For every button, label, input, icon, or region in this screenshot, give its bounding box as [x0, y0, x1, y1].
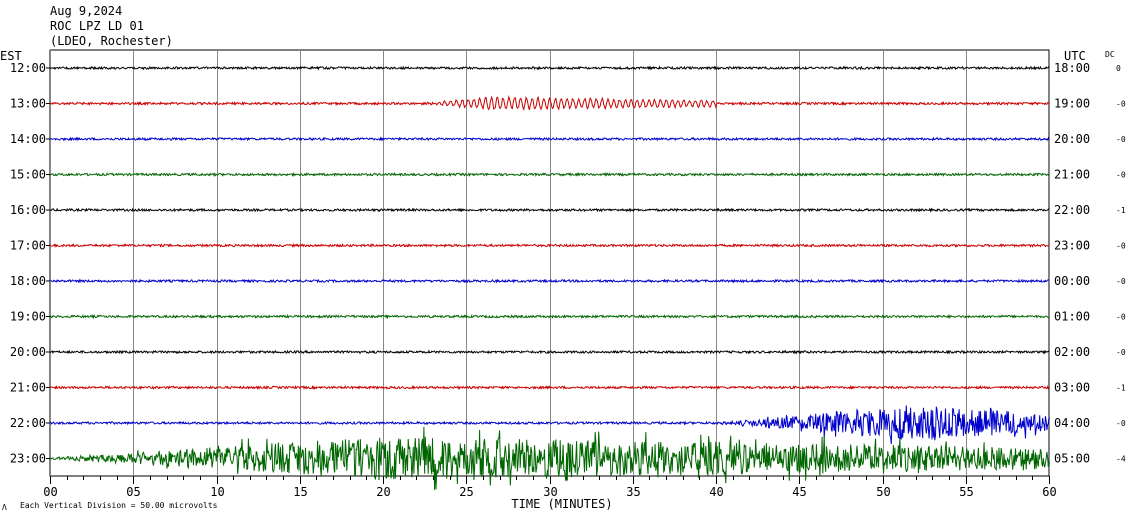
row-label-left: 21:00 [10, 381, 46, 395]
x-tick-label: 10 [210, 485, 224, 499]
x-tick-label: 60 [1042, 485, 1056, 499]
left-timezone-label: EST [0, 49, 22, 63]
seismic-trace [49, 278, 1050, 284]
row-label-left: 19:00 [10, 310, 46, 324]
x-tick-label: 15 [293, 485, 307, 499]
dc-offset-label: 0 [1116, 64, 1121, 73]
row-label-left: 13:00 [10, 97, 46, 111]
row-label-left: 20:00 [10, 345, 46, 359]
x-axis-label: TIME (MINUTES) [511, 497, 612, 511]
row-label-right: 18:00 [1054, 61, 1090, 75]
dc-offset-label: -0 [1116, 135, 1126, 144]
row-label-left: 15:00 [10, 168, 46, 182]
row-label-left: 18:00 [10, 274, 46, 288]
dc-offset-label: -1 [1116, 206, 1126, 215]
row-label-left: 23:00 [10, 452, 46, 466]
row-label-left: 14:00 [10, 132, 46, 146]
dc-offset-label: -0 [1116, 313, 1126, 322]
dc-offset-label: -0 [1116, 277, 1126, 286]
row-label-right: 21:00 [1054, 168, 1090, 182]
right-timezone-label: UTC [1064, 49, 1086, 63]
header-network: (LDEO, Rochester) [50, 34, 173, 48]
row-label-right: 04:00 [1054, 416, 1090, 430]
row-label-right: 02:00 [1054, 345, 1090, 359]
dc-offset-label: -0 [1116, 419, 1126, 428]
x-tick-label: 50 [876, 485, 890, 499]
row-label-right: 00:00 [1054, 274, 1090, 288]
x-tick-label: 20 [376, 485, 390, 499]
footer-marker: Λ [2, 503, 7, 512]
row-label-right: 22:00 [1054, 203, 1090, 217]
seismic-trace [49, 94, 1050, 111]
row-label-right: 20:00 [1054, 132, 1090, 146]
row-label-right: 19:00 [1054, 97, 1090, 111]
seismic-trace [49, 313, 1050, 320]
row-label-left: 22:00 [10, 416, 46, 430]
row-label-right: 01:00 [1054, 310, 1090, 324]
seismic-trace [49, 136, 1050, 142]
dc-offset-label: -0 [1116, 171, 1126, 180]
header-station: ROC LPZ LD 01 [50, 19, 144, 33]
x-tick-label: 35 [626, 485, 640, 499]
seismic-trace [49, 65, 1050, 71]
row-label-left: 17:00 [10, 239, 46, 253]
seismic-trace [49, 349, 1050, 355]
x-tick-label: 55 [959, 485, 973, 499]
plot-frame [49, 49, 1050, 477]
x-tick-label: 40 [709, 485, 723, 499]
dc-header-label: DC [1105, 50, 1115, 59]
row-label-right: 03:00 [1054, 381, 1090, 395]
dc-offset-label: -0 [1116, 100, 1126, 109]
seismic-trace [49, 242, 1050, 248]
x-tick-label: 30 [543, 485, 557, 499]
x-tick-label: 45 [792, 485, 806, 499]
footer-scale-label: Each Vertical Division = 50.00 microvolt… [20, 501, 218, 510]
dc-offset-label: -1 [1116, 384, 1126, 393]
row-label-right: 05:00 [1054, 452, 1090, 466]
seismic-trace [49, 405, 1050, 445]
header-date: Aug 9,2024 [50, 4, 123, 18]
dc-offset-label: -4 [1116, 455, 1126, 464]
row-label-right: 23:00 [1054, 239, 1090, 253]
seismic-trace [49, 426, 1050, 490]
dc-offset-label: -0 [1116, 348, 1126, 357]
seismic-trace [49, 207, 1050, 213]
seismic-trace [49, 384, 1050, 391]
x-tick-label: 05 [126, 485, 140, 499]
x-tick-label: 25 [459, 485, 473, 499]
x-tick-label: 00 [43, 485, 57, 499]
row-label-left: 12:00 [10, 61, 46, 75]
row-label-left: 16:00 [10, 203, 46, 217]
seismic-trace [49, 171, 1050, 178]
dc-offset-label: -0 [1116, 242, 1126, 251]
